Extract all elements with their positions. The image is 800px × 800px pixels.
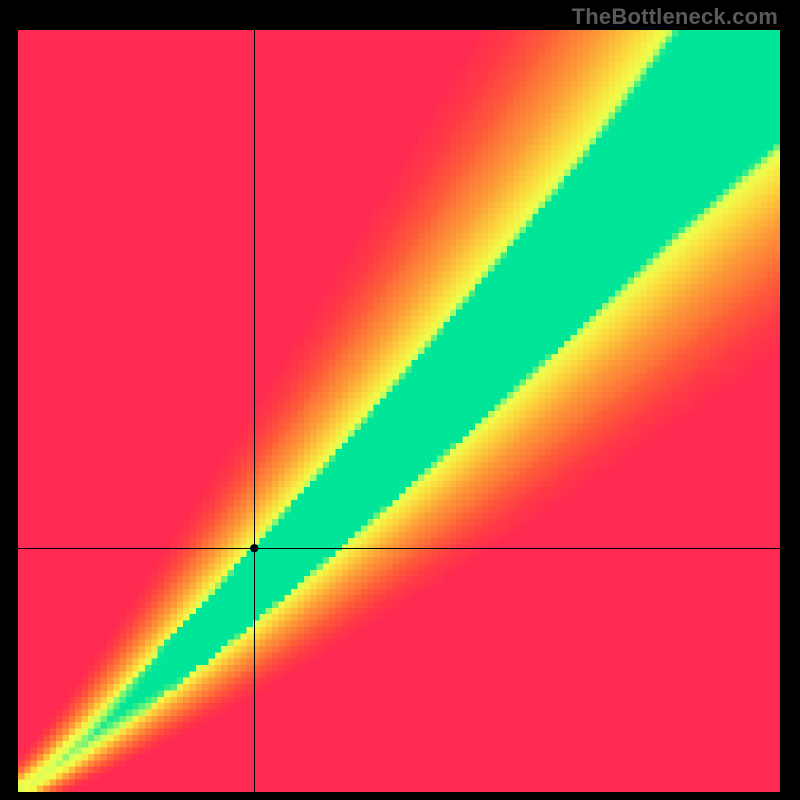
bottleneck-heatmap (18, 30, 780, 792)
chart-container: { "watermark": { "text": "TheBottleneck.… (0, 0, 800, 800)
watermark-text: TheBottleneck.com (572, 4, 778, 30)
